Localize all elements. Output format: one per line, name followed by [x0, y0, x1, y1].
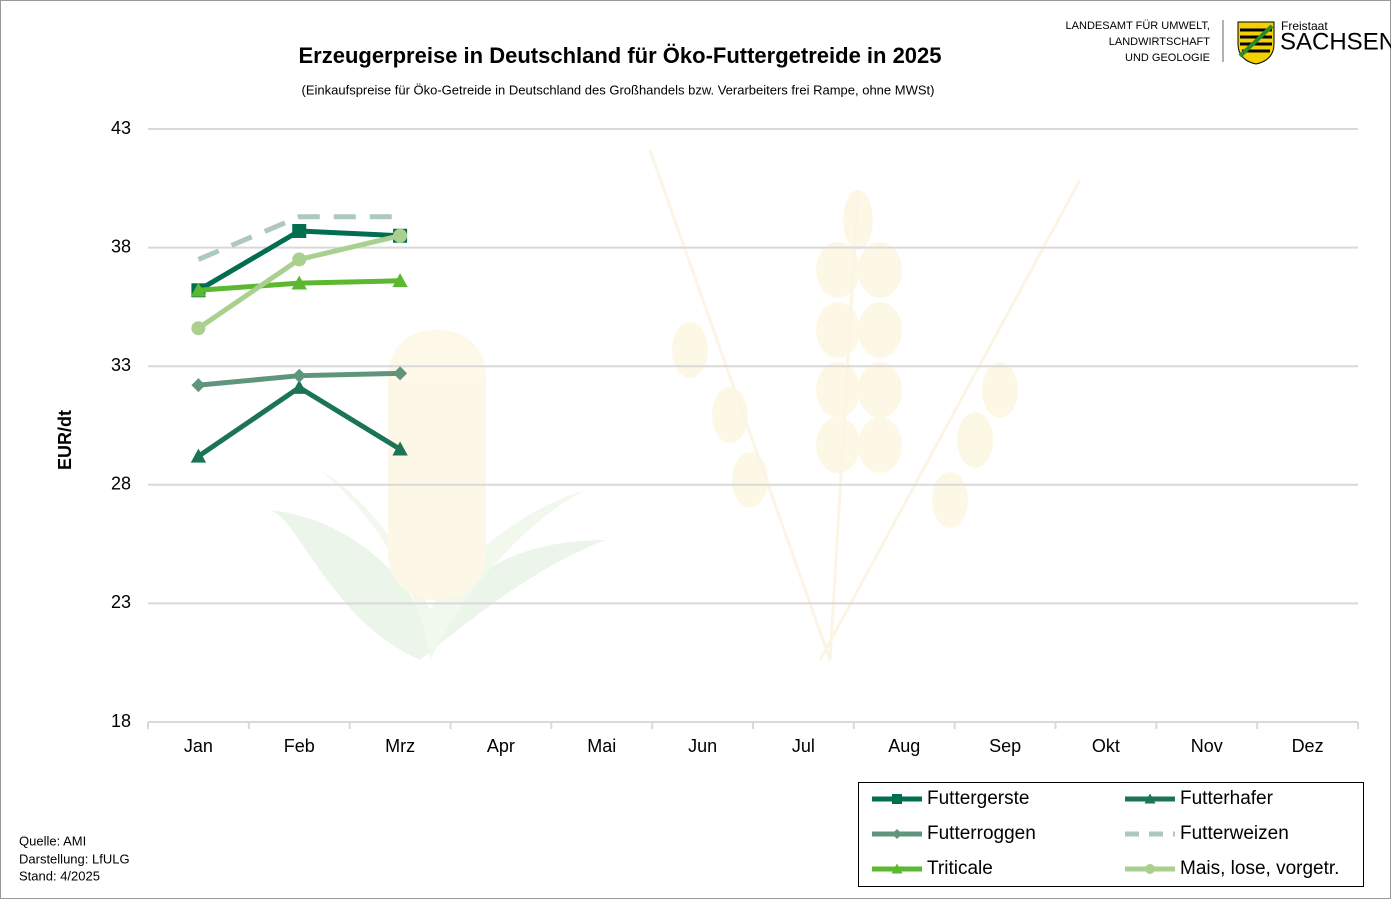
agency-line: UND GEOLOGIE — [1125, 52, 1210, 64]
marker — [393, 228, 408, 243]
x-tick-label: Mrz — [385, 736, 415, 756]
x-tick-label: Apr — [487, 736, 515, 756]
series-line — [197, 214, 401, 262]
x-tick-label: Dez — [1292, 736, 1324, 756]
x-tick-label: Mai — [587, 736, 616, 756]
chart-subtitle: (Einkaufspreise für Öko-Getreide in Deut… — [302, 82, 935, 97]
y-tick-label: 38 — [111, 236, 131, 256]
legend-label: Futterweizen — [1180, 823, 1289, 844]
background-decoration — [270, 149, 1082, 661]
marker — [292, 223, 307, 238]
agency-line: LANDWIRTSCHAFT — [1109, 36, 1211, 48]
legend-label: Futterhafer — [1180, 788, 1274, 809]
chart-title: Erzeugerpreise in Deutschland für Öko-Fu… — [298, 43, 941, 68]
marker — [392, 273, 408, 288]
y-tick-label: 43 — [111, 118, 131, 138]
x-tick-label: Nov — [1191, 736, 1223, 756]
coat-of-arms — [1237, 21, 1275, 65]
x-tick-label: Aug — [888, 736, 920, 756]
legend-label: Mais, lose, vorgetr. — [1180, 858, 1339, 879]
marker — [291, 379, 307, 394]
y-tick-label: 18 — [111, 711, 131, 731]
note: Quelle: AMI — [19, 833, 86, 848]
x-tick-label: Jun — [688, 736, 717, 756]
x-tick-label: Sep — [989, 736, 1021, 756]
marker — [892, 829, 902, 839]
x-tick-label: Feb — [284, 736, 315, 756]
marker — [292, 252, 307, 267]
y-tick-label: 23 — [111, 592, 131, 612]
state-label: Freistaat — [1281, 19, 1328, 33]
legend-label: Triticale — [927, 858, 993, 879]
y-tick-label: 33 — [111, 355, 131, 375]
marker — [1144, 793, 1156, 804]
legend-label: Futtergerste — [927, 788, 1029, 809]
state-name: SACHSEN — [1280, 28, 1391, 55]
marker — [191, 378, 206, 393]
marker — [190, 282, 207, 297]
x-tick-label: Jul — [792, 736, 815, 756]
marker — [292, 368, 307, 383]
marker — [393, 366, 408, 381]
marker — [392, 441, 408, 456]
legend — [858, 782, 1364, 887]
y-axis-label: EUR/dt — [55, 410, 75, 470]
marker — [191, 321, 206, 336]
x-tick-label: Okt — [1092, 736, 1120, 756]
y-tick-label: 28 — [111, 474, 131, 494]
note: Stand: 4/2025 — [19, 868, 100, 883]
x-tick-label: Jan — [184, 736, 213, 756]
legend-label: Futterroggen — [927, 823, 1036, 844]
marker — [1145, 864, 1155, 874]
marker — [892, 794, 902, 804]
note: Darstellung: LfULG — [19, 851, 130, 866]
agency-line: LANDESAMT FÜR UMWELT, — [1066, 20, 1210, 32]
marker — [291, 275, 307, 290]
marker — [190, 448, 207, 463]
marker — [891, 863, 903, 874]
